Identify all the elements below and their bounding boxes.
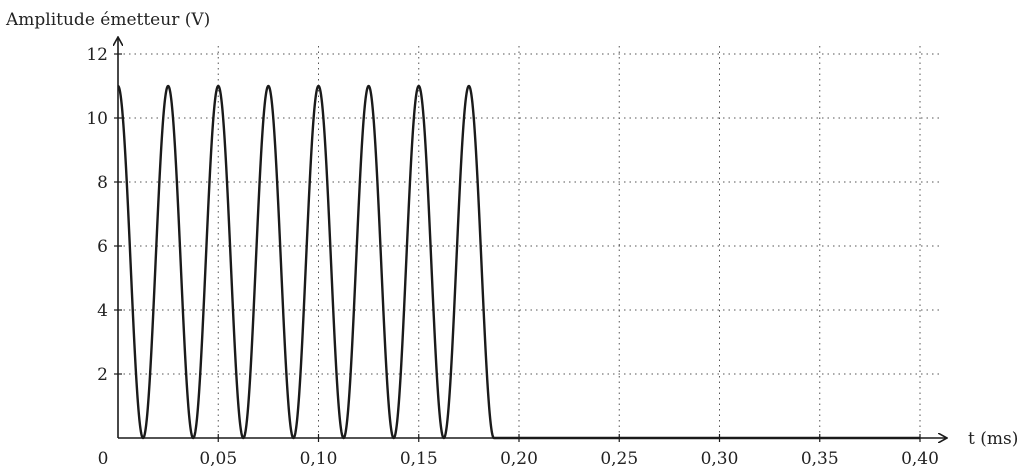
x-tick-label: 0,30 [701,449,739,466]
x-axis-title: t (ms) [968,429,1018,449]
y-tick-label: 6 [97,237,108,257]
y-tick-label: 8 [97,173,108,193]
ticks: 0,05 0,10 0,15 0,20 0,25 0,30 0,35 0,40 2 4 6 8 10 12 [86,45,939,466]
axes [118,38,946,438]
grid [118,46,942,438]
x-tick-label: 0,40 [901,449,939,466]
origin-label: 0 [98,449,109,466]
y-tick-label: 2 [97,365,108,385]
x-tick-label: 0,25 [600,449,638,466]
y-tick-label: 4 [97,301,108,321]
y-axis-title: Amplitude émetteur (V) [5,10,210,30]
x-tick-label: 0,20 [500,449,538,466]
x-tick-label: 0,05 [199,449,237,466]
x-tick-label: 0,35 [801,449,839,466]
x-tick-label: 0,10 [300,449,338,466]
y-tick-label: 12 [86,45,108,65]
x-tick-label: 0,15 [400,449,438,466]
y-tick-label: 10 [86,109,108,129]
series-line [117,84,920,440]
